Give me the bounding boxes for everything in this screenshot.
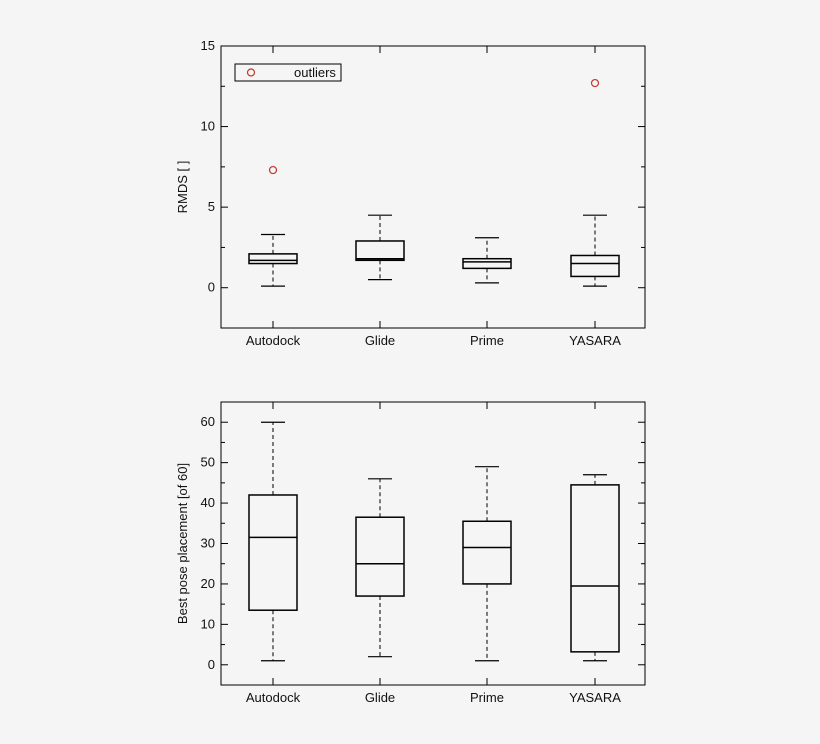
box-glide [355,478,405,658]
y-axis-label: RMDS [ ] [175,161,190,214]
y-tick-label: 60 [201,414,215,429]
box-yasara [570,78,620,287]
x-category-label: Prime [470,333,504,348]
x-category-label: Autodock [246,690,301,705]
box-iqr [462,257,512,270]
chart-panel-1: 0 5 10 15 Autodock Glide Prime YASARA RMDS [ ] ou… [175,38,646,348]
legend-label: outliers [294,65,336,80]
x-category-label: Autodock [246,333,301,348]
x-category-label: YASARA [569,690,621,705]
box-autodock [248,421,298,662]
box-iqr [462,520,512,585]
y-tick-label: 40 [201,495,215,510]
y-tick-label: 10 [201,119,215,134]
plot-frame [220,45,646,329]
legend: outliers [234,63,342,82]
y-axis-label: Best pose placement [of 60] [175,463,190,624]
box-iqr [355,516,405,597]
y-tick-label: 20 [201,576,215,591]
box-iqr [570,484,620,653]
legend-marker [246,68,256,77]
plot-frame [220,401,646,686]
y-tick-label: 0 [208,657,215,672]
legend-box [234,63,342,82]
y-tick-label: 30 [201,536,215,551]
outlier-point [590,78,600,88]
y-tick-label: 15 [201,38,215,53]
box-yasara [570,474,620,662]
box-autodock [248,165,298,287]
box-iqr [248,494,298,611]
y-tick-label: 0 [208,280,215,295]
box-iqr [248,253,298,265]
x-category-label: YASARA [569,333,621,348]
outlier-point [268,165,278,175]
x-category-label: Prime [470,690,504,705]
x-category-label: Glide [365,333,395,348]
y-tick-label: 50 [201,455,215,470]
box-prime [462,466,512,662]
y-tick-label: 10 [201,616,215,631]
box-iqr [570,254,620,278]
box-glide [355,214,405,281]
box-prime [462,237,512,284]
chart-panel-2: 0 10 20 30 40 50 60 Autodock Glide Prime YASARA Bes… [175,401,646,705]
x-category-label: Glide [365,690,395,705]
y-tick-label: 5 [208,199,215,214]
box-iqr [355,240,405,262]
